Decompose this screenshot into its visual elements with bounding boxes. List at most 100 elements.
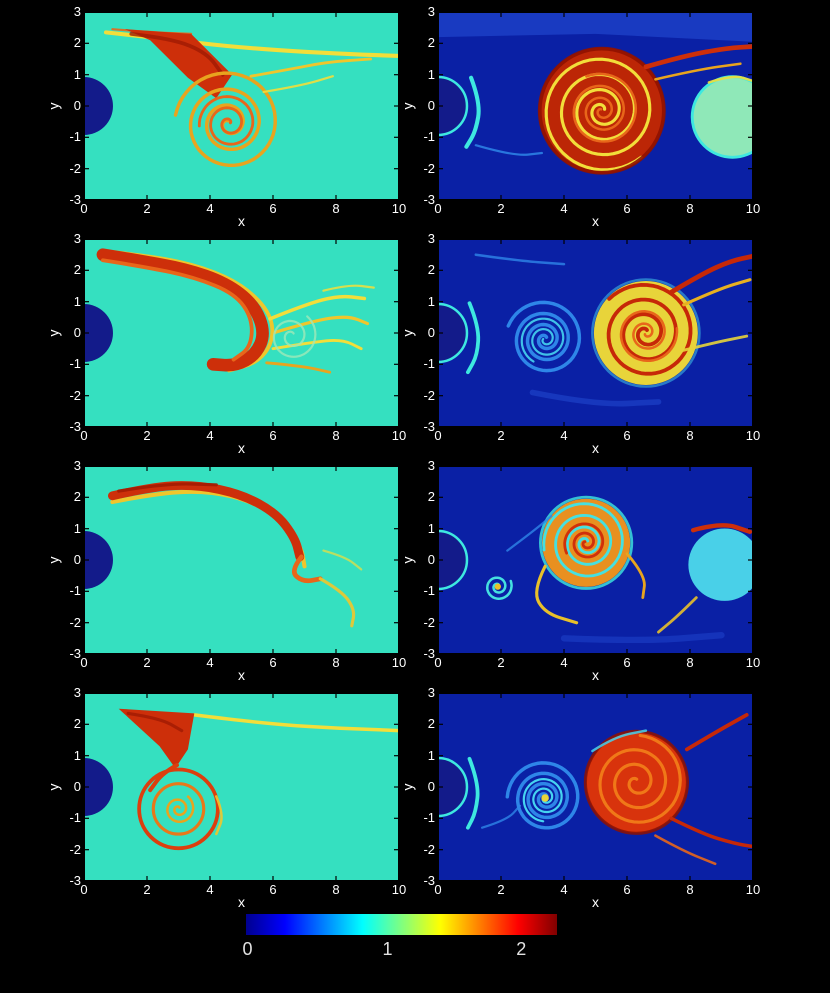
field-plot-row4-right xyxy=(438,693,753,881)
y-tick-label: 3 xyxy=(427,458,435,473)
x-tick-label: 10 xyxy=(391,201,407,216)
y-axis-label-text: y xyxy=(45,329,61,337)
y-axis-label-text: y xyxy=(45,783,61,791)
x-tick-label: 8 xyxy=(332,428,340,443)
field-plot-row3-right xyxy=(438,466,753,654)
x-tick-label: 6 xyxy=(269,201,277,216)
y-tick-label: 3 xyxy=(73,231,81,246)
x-tick-label: 2 xyxy=(497,655,505,670)
y-tick-label: 0 xyxy=(427,779,435,794)
x-tick-label: 6 xyxy=(623,201,631,216)
x-tick-label: 4 xyxy=(206,201,214,216)
y-tick-label: -1 xyxy=(69,129,81,145)
x-tick-label: 6 xyxy=(269,655,277,670)
y-tick-label: -3 xyxy=(69,873,81,888)
y-tick-label: 3 xyxy=(427,685,435,700)
y-axis-label: y xyxy=(399,693,415,881)
x-tick-label: 0 xyxy=(80,882,88,897)
y-tick-label: 2 xyxy=(73,716,81,732)
x-tick-label: 6 xyxy=(269,428,277,443)
x-tick-label: 10 xyxy=(745,655,761,670)
x-tick-label: 4 xyxy=(560,201,568,216)
y-tick-label: -2 xyxy=(69,614,81,630)
x-tick-labels: 0 2 4 6 8 10 xyxy=(80,654,406,670)
x-tick-label: 8 xyxy=(332,882,340,897)
x-tick-label: 0 xyxy=(80,201,88,216)
y-tick-label: 1 xyxy=(73,293,81,309)
x-tick-label: 10 xyxy=(745,201,761,216)
y-tick-label: 1 xyxy=(427,293,435,309)
x-tick-label: 2 xyxy=(497,201,505,216)
y-tick-label: -1 xyxy=(423,356,435,372)
x-tick-label: 8 xyxy=(686,201,694,216)
y-tick-label: 1 xyxy=(427,520,435,536)
subplot-row4-left: y 3 2 1 0 -1 -2 -3 0 2 4 6 8 10 x xyxy=(0,681,406,910)
y-axis-label-text: y xyxy=(399,783,415,791)
subplot-row2-right: y 3 2 1 0 -1 -2 -3 0 2 4 6 8 10 x xyxy=(399,227,830,456)
colorbar-gradient xyxy=(246,914,557,935)
x-tick-label: 10 xyxy=(745,428,761,443)
y-axis-label: y xyxy=(45,693,61,881)
y-axis-label: y xyxy=(45,466,61,654)
x-tick-label: 2 xyxy=(143,428,151,443)
x-axis-label: x xyxy=(238,440,245,456)
y-tick-labels: 3 2 1 0 -1 -2 -3 xyxy=(60,459,84,661)
plot-column: 0 2 4 6 8 10 x xyxy=(434,12,760,229)
y-tick-label: -3 xyxy=(423,873,435,888)
y-tick-label: -3 xyxy=(69,646,81,661)
y-tick-labels: 3 2 1 0 -1 -2 -3 xyxy=(60,686,84,888)
y-tick-label: 1 xyxy=(427,747,435,763)
x-axis-label: x xyxy=(592,213,599,229)
y-tick-label: -2 xyxy=(423,614,435,630)
y-tick-label: 1 xyxy=(73,747,81,763)
x-tick-labels: 0 2 4 6 8 10 xyxy=(80,200,406,216)
subplot-row3-left: y 3 2 1 0 -1 -2 -3 0 2 4 6 8 10 x xyxy=(0,454,406,683)
subplot-row1-right: y 3 2 1 0 -1 -2 -3 0 2 4 6 8 10 x xyxy=(399,0,830,229)
y-tick-label: 2 xyxy=(427,35,435,51)
y-tick-label: 3 xyxy=(73,458,81,473)
y-tick-label: -1 xyxy=(69,356,81,372)
y-tick-label: -2 xyxy=(423,841,435,857)
y-tick-labels: 3 2 1 0 -1 -2 -3 xyxy=(414,459,438,661)
field-plot-row2-left xyxy=(84,239,399,427)
y-tick-label: -2 xyxy=(423,160,435,176)
y-tick-label: -2 xyxy=(69,160,81,176)
y-tick-label: 0 xyxy=(73,779,81,794)
x-tick-label: 10 xyxy=(745,882,761,897)
subplot-row1-left: y 3 2 1 0 -1 -2 -3 0 2 4 6 8 10 x xyxy=(0,0,406,229)
field-plot-row3-left xyxy=(84,466,399,654)
y-tick-label: -3 xyxy=(69,192,81,207)
y-tick-label: -1 xyxy=(69,810,81,826)
y-tick-labels: 3 2 1 0 -1 -2 -3 xyxy=(60,232,84,434)
x-tick-label: 4 xyxy=(206,655,214,670)
y-tick-labels: 3 2 1 0 -1 -2 -3 xyxy=(60,5,84,207)
x-tick-label: 0 xyxy=(434,201,442,216)
y-tick-label: -3 xyxy=(423,419,435,434)
y-tick-label: 0 xyxy=(427,98,435,113)
y-tick-label: -3 xyxy=(69,419,81,434)
y-tick-label: 2 xyxy=(73,489,81,505)
y-tick-label: 3 xyxy=(73,4,81,19)
subplot-row4-right: y 3 2 1 0 -1 -2 -3 0 2 4 6 8 10 x xyxy=(399,681,830,910)
x-tick-label: 0 xyxy=(434,655,442,670)
plot-column: 0 2 4 6 8 10 x xyxy=(80,239,406,456)
x-tick-label: 2 xyxy=(497,428,505,443)
y-axis-label: y xyxy=(45,12,61,200)
y-tick-label: -1 xyxy=(423,810,435,826)
y-tick-label: 3 xyxy=(427,4,435,19)
x-tick-label: 8 xyxy=(686,655,694,670)
x-tick-labels: 0 2 4 6 8 10 xyxy=(434,200,760,216)
y-axis-label: y xyxy=(399,12,415,200)
x-tick-label: 8 xyxy=(686,882,694,897)
plot-column: 0 2 4 6 8 10 x xyxy=(434,239,760,455)
x-tick-labels: 0 2 4 6 8 10 xyxy=(80,427,406,443)
x-tick-label: 4 xyxy=(560,655,568,670)
x-tick-label: 10 xyxy=(391,655,407,670)
y-tick-label: 0 xyxy=(73,98,81,113)
x-tick-label: 6 xyxy=(623,882,631,897)
plot-column: 0 2 4 6 8 10 x xyxy=(434,466,760,682)
y-tick-label: 0 xyxy=(427,325,435,340)
x-axis-label: x xyxy=(592,894,599,910)
x-tick-label: 10 xyxy=(391,882,407,897)
colorbar-tick-labels: 0 1 2 xyxy=(243,939,557,963)
